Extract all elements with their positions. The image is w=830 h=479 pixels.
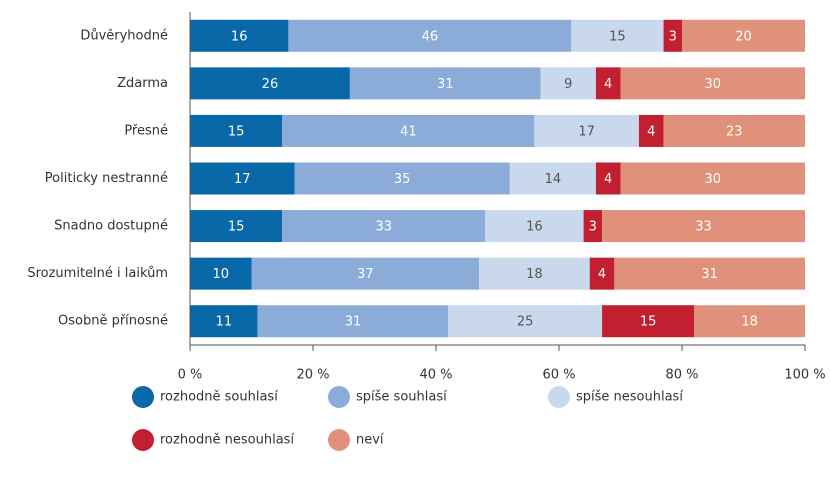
bar-segment [571, 19, 664, 52]
x-tick-label: 60 % [542, 368, 575, 383]
bar-segment [190, 67, 350, 100]
data-label: 16 [526, 220, 543, 235]
bar-segment [257, 305, 449, 338]
y-tick-label: Snadno dostupné [54, 219, 168, 234]
legend-swatch [328, 386, 350, 408]
bar-segment [602, 305, 695, 338]
legend-swatch [132, 386, 154, 408]
bar-segment [251, 257, 480, 290]
legend-swatch [328, 429, 350, 451]
data-label: 37 [357, 267, 374, 282]
data-label: 46 [422, 29, 439, 44]
data-label: 30 [704, 77, 721, 92]
data-label: 16 [231, 29, 248, 44]
bar-segment [694, 305, 805, 338]
y-tick-label: Srozumitelné i laikům [27, 266, 168, 281]
bar-segment [448, 305, 603, 338]
data-label: 26 [262, 77, 279, 92]
x-tick-label: 0 % [178, 368, 203, 383]
bar-segment [288, 19, 572, 52]
bar-segment [349, 67, 541, 100]
data-label: 20 [735, 29, 752, 44]
bar-segment [602, 210, 805, 243]
bar-segment [190, 210, 283, 243]
bar-segment [620, 162, 805, 195]
data-label: 15 [609, 29, 626, 44]
x-tick-label: 20 % [296, 368, 329, 383]
bar-segment [663, 19, 682, 52]
legend-label: spíše souhlasí [356, 390, 447, 405]
bar-segment [485, 210, 584, 243]
bar-segment [682, 19, 805, 52]
data-label: 3 [589, 220, 597, 235]
data-label: 15 [228, 124, 245, 139]
data-label: 35 [394, 172, 411, 187]
bar-segment [540, 67, 596, 100]
bar-segment [595, 67, 621, 100]
legend-label: rozhodně souhlasí [160, 390, 278, 405]
bar-segment [190, 19, 289, 52]
bar-segment [595, 162, 621, 195]
data-label: 10 [212, 267, 229, 282]
data-label: 23 [726, 124, 743, 139]
data-label: 31 [345, 315, 362, 330]
data-label: 3 [669, 29, 677, 44]
bar-segment [589, 257, 615, 290]
data-label: 30 [704, 172, 721, 187]
data-label: 31 [701, 267, 718, 282]
bar-segment [190, 305, 258, 338]
bar-segment [614, 257, 805, 290]
legend-swatch [132, 429, 154, 451]
data-label: 18 [741, 315, 758, 330]
y-tick-label: Osobně přínosné [58, 314, 168, 329]
data-label: 4 [647, 124, 655, 139]
data-label: 9 [564, 77, 572, 92]
bar-segment [620, 67, 805, 100]
bar-segment [282, 114, 535, 147]
data-label: 17 [234, 172, 251, 187]
legend-label: spíše nesouhlasí [576, 390, 683, 405]
data-label: 4 [598, 267, 606, 282]
data-label: 33 [695, 220, 712, 235]
data-label: 4 [604, 77, 612, 92]
data-label: 15 [228, 220, 245, 235]
data-label: 25 [517, 315, 534, 330]
data-label: 14 [545, 172, 562, 187]
data-label: 31 [437, 77, 454, 92]
bar-segment [190, 162, 295, 195]
y-tick-label: Přesné [124, 123, 168, 138]
bar-segment [190, 114, 283, 147]
data-label: 18 [526, 267, 543, 282]
data-label: 11 [216, 315, 233, 330]
bar-segment [534, 114, 639, 147]
bar-segment [509, 162, 596, 195]
legend-label: rozhodně nesouhlasí [160, 433, 294, 448]
y-tick-label: Politicky nestranné [45, 171, 168, 186]
x-tick-label: 40 % [419, 368, 452, 383]
y-tick-label: Zdarma [117, 76, 168, 91]
bar-segment [479, 257, 590, 290]
data-label: 15 [640, 315, 657, 330]
x-tick-label: 100 % [784, 368, 825, 383]
data-label: 33 [375, 220, 392, 235]
bar-segment [663, 114, 805, 147]
bar-segment [638, 114, 664, 147]
data-label: 41 [400, 124, 417, 139]
y-tick-label: Důvěryhodné [80, 28, 168, 43]
bar-segment [190, 257, 252, 290]
legend-label: neví [356, 433, 384, 448]
x-tick-label: 80 % [665, 368, 698, 383]
bar-segment [294, 162, 510, 195]
legend-swatch [548, 386, 570, 408]
data-label: 4 [604, 172, 612, 187]
bar-segment [583, 210, 603, 243]
data-label: 17 [578, 124, 595, 139]
bar-segment [282, 210, 486, 243]
